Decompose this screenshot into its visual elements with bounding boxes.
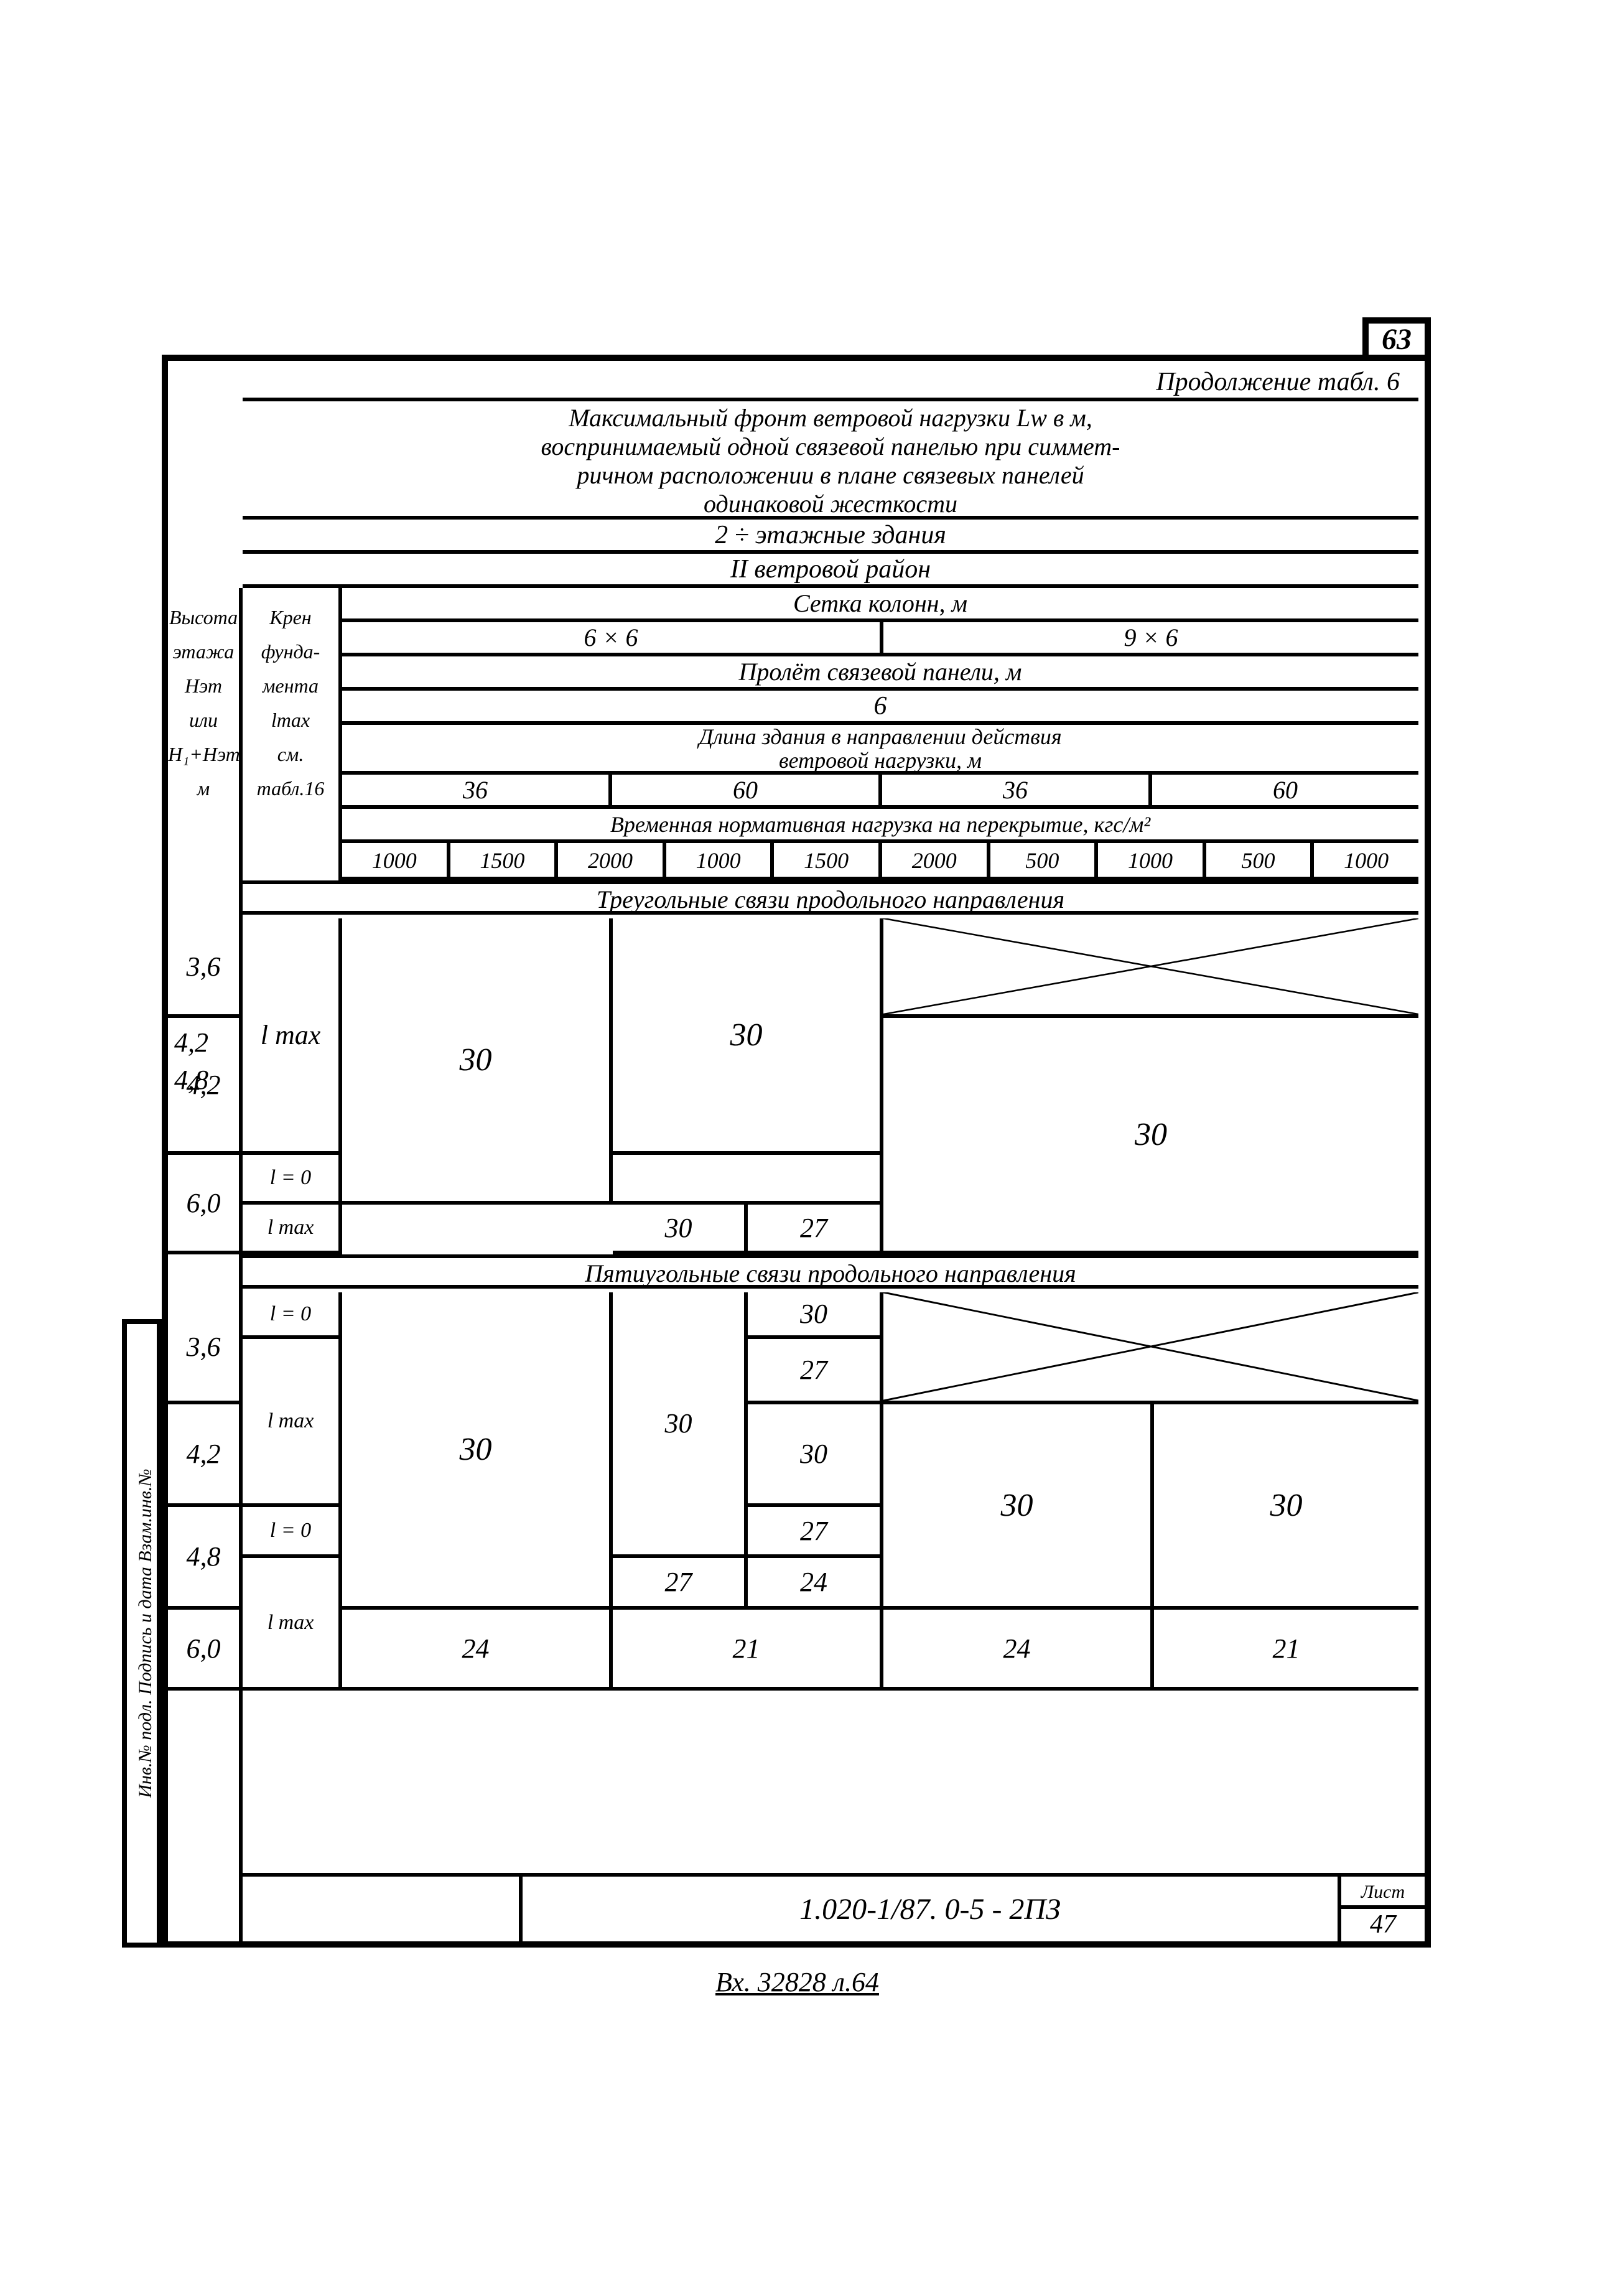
section2-header: Пятиугольные связи продольного направлен… <box>243 1254 1418 1289</box>
section1-header: Треугольные связи продольного направлени… <box>243 880 1418 915</box>
span-value: 6 <box>342 691 1418 725</box>
s2-6x6-60-l-30: 30 <box>613 1292 748 1558</box>
s2-6x6-60-r-24: 24 <box>748 1558 883 1610</box>
s2-row3-h: 4,8 <box>168 1507 243 1610</box>
s1-9x6-cross <box>883 918 1418 1018</box>
s2-9x6-36-30: 30 <box>883 1404 1154 1610</box>
s2-r4-lmax: l max <box>243 1558 342 1691</box>
span-label: Пролёт связевой панели, м <box>342 656 1418 691</box>
length-label: Длина здания в направлении действия ветр… <box>342 725 1418 775</box>
s1-6x6-60-30: 30 <box>613 1205 748 1254</box>
s2-r3-l0: l = 0 <box>243 1507 342 1558</box>
load-9: 500 <box>1206 843 1315 877</box>
title-block: 1.020-1/87. 0-5 - 2ПЗ Лист 47 <box>243 1873 1425 1941</box>
table-continuation: Продолжение табл. 6 <box>243 367 1418 401</box>
table-title: Максимальный фронт ветровой нагрузки Lw … <box>243 401 1418 520</box>
load-values-row: 1000 1500 2000 1000 1500 2000 500 1000 5… <box>342 843 1418 880</box>
sheet-label: Лист <box>1341 1877 1425 1909</box>
left-stub-col1: Высота этажа Нэт или Н₁+Нэт м <box>168 588 243 1941</box>
sheet-number: 47 <box>1341 1909 1425 1941</box>
binding-strip-text: Инв.№ подл. Подпись и дата Взам.инв.№ <box>135 1322 156 1944</box>
tb-left <box>243 1877 523 1941</box>
s2-9x6-36-24: 24 <box>883 1610 1154 1691</box>
s1-r2-lbl: 4,2 <box>174 1027 208 1058</box>
s2-6x6-36-24: 24 <box>342 1610 613 1691</box>
load-2: 1500 <box>450 843 559 877</box>
s1-lmax-big: l max <box>243 918 342 1155</box>
s1-l0: l = 0 <box>243 1155 342 1205</box>
s2-row4-h: 6,0 <box>168 1610 243 1691</box>
archive-number: Вх. 32828 л.64 <box>715 1966 879 1998</box>
grid-9x6: 9 × 6 <box>883 622 1418 656</box>
load-5: 1500 <box>774 843 882 877</box>
s1-lmax2: l max <box>243 1205 342 1254</box>
s1-row4-h: 6,0 <box>168 1155 243 1254</box>
len-36a: 36 <box>342 775 612 805</box>
length-values-row: 36 60 36 60 <box>342 775 1418 809</box>
s2-9x6-cross <box>883 1292 1418 1404</box>
load-7: 500 <box>990 843 1099 877</box>
s2-r2-lmax: l max <box>243 1339 342 1507</box>
doc-number: 1.020-1/87. 0-5 - 2ПЗ <box>523 1877 1338 1941</box>
s2-9x6-60-30: 30 <box>1154 1404 1418 1610</box>
load-6: 2000 <box>882 843 990 877</box>
s2-row1-h: 3,6 <box>168 1292 243 1404</box>
s1-6x6-60-gap <box>613 1155 883 1205</box>
s2-6x6-60-r-27b: 27 <box>748 1507 883 1558</box>
s2-6x6-60-r-30a: 30 <box>748 1292 883 1339</box>
storeys-row: 2 ÷ этажные здания <box>243 520 1418 554</box>
s2-r1-l0: l = 0 <box>243 1292 342 1339</box>
s2-6x6-36-30: 30 <box>342 1292 613 1610</box>
s1-6x6-60-30top: 30 <box>613 918 883 1155</box>
s2-6x6-60-21: 21 <box>613 1610 883 1691</box>
drawing-frame: 63 Продолжение табл. 6 Максимальный фрон… <box>162 355 1431 1948</box>
left-stub-col2: Крен фунда- мента lmax см. табл.16 <box>243 588 342 880</box>
col2-header: Крен фунда- мента lmax см. табл.16 <box>243 588 338 806</box>
page-number: 63 <box>1362 317 1431 361</box>
s2-6x6-60-r-30b: 30 <box>748 1404 883 1507</box>
load-label: Временная нормативная нагрузка на перекр… <box>342 809 1418 843</box>
s1-9x6-30: 30 <box>883 1018 1418 1254</box>
col1-header: Высота этажа Нэт или Н₁+Нэт м <box>168 588 239 806</box>
grid-6x6: 6 × 6 <box>342 622 883 656</box>
len-60a: 60 <box>612 775 882 805</box>
s1-row1-h: 3,6 <box>168 918 243 1018</box>
s2-6x6-60-r-27a: 27 <box>748 1339 883 1404</box>
len-36b: 36 <box>882 775 1152 805</box>
load-3: 2000 <box>558 843 666 877</box>
page: Инв.№ подл. Подпись и дата Взам.инв.№ 63… <box>0 0 1615 2296</box>
wind-region-row: II ветровой район <box>243 554 1418 588</box>
load-10: 1000 <box>1314 843 1418 877</box>
s2-row2-h: 4,2 <box>168 1404 243 1507</box>
load-8: 1000 <box>1098 843 1206 877</box>
load-1: 1000 <box>342 843 450 877</box>
s1-6x6-30: 30 <box>342 918 613 1205</box>
s1-r3-lbl: 4,8 <box>174 1064 208 1096</box>
s1-6x6-60-27: 27 <box>748 1205 883 1254</box>
load-4: 1000 <box>666 843 775 877</box>
binding-strip: Инв.№ подл. Подпись и дата Взам.инв.№ <box>122 1319 162 1948</box>
len-60b: 60 <box>1152 775 1418 805</box>
s2-9x6-60-21: 21 <box>1154 1610 1418 1691</box>
grid-label: Сетка колонн, м <box>342 588 1418 622</box>
tb-right: Лист 47 <box>1338 1877 1425 1941</box>
s2-6x6-60-l-27: 27 <box>613 1558 748 1610</box>
